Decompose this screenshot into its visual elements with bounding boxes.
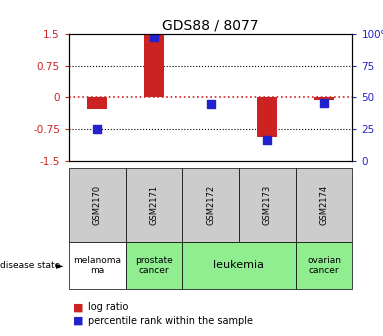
- Text: GSM2170: GSM2170: [93, 185, 102, 225]
- Text: GSM2172: GSM2172: [206, 185, 215, 225]
- Point: [264, 137, 270, 142]
- Point: [151, 35, 157, 40]
- Bar: [257, 97, 277, 137]
- Text: leukemia: leukemia: [213, 260, 265, 270]
- Text: percentile rank within the sample: percentile rank within the sample: [88, 316, 253, 326]
- Text: prostate
cancer: prostate cancer: [135, 256, 173, 275]
- Text: GSM2174: GSM2174: [319, 185, 329, 225]
- Text: GSM2173: GSM2173: [263, 185, 272, 225]
- Text: disease state: disease state: [0, 261, 63, 270]
- Text: log ratio: log ratio: [88, 302, 128, 312]
- Point: [208, 101, 214, 107]
- Bar: [87, 97, 107, 109]
- Title: GDS88 / 8077: GDS88 / 8077: [162, 18, 259, 33]
- Bar: [144, 34, 164, 97]
- Text: melanoma
ma: melanoma ma: [73, 256, 121, 275]
- Text: ►: ►: [56, 260, 63, 270]
- Point: [321, 100, 327, 105]
- Text: ■: ■: [73, 316, 83, 326]
- Point: [94, 127, 100, 132]
- Text: ■: ■: [73, 302, 83, 312]
- Text: GSM2171: GSM2171: [149, 185, 159, 225]
- Text: ovarian
cancer: ovarian cancer: [307, 256, 341, 275]
- Bar: [314, 97, 334, 99]
